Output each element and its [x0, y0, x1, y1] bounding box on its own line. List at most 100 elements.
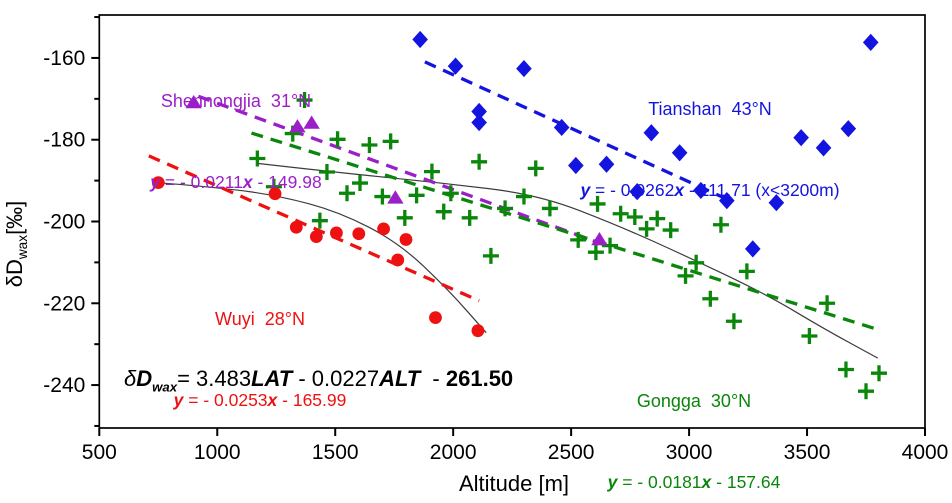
gongga-point	[527, 160, 544, 177]
wuyi-point	[352, 227, 366, 241]
tianshan-point	[719, 192, 735, 210]
gongga-point	[858, 383, 875, 400]
wuyi-point	[289, 220, 303, 234]
y-tick-label: -200	[43, 211, 85, 234]
tianshan-point	[568, 156, 584, 175]
gongga-point	[423, 163, 440, 180]
x-tick-label: 3000	[666, 441, 713, 464]
gongga-point	[626, 209, 643, 226]
tianshan-point	[412, 30, 428, 49]
shennongjia-trendline	[197, 94, 610, 249]
series-shennongjia	[185, 95, 608, 246]
shennongjia-series-label: Shennongjia 31°N	[160, 91, 312, 111]
x-tick-label: 3500	[784, 441, 831, 464]
gongga-point	[497, 200, 514, 217]
overall-regression-equation: δDwax= 3.483LAT - 0.0227ALT - 261.50	[124, 366, 514, 395]
wuyi-point	[399, 233, 413, 246]
gongga-point	[602, 237, 619, 254]
x-tick-label: 4000	[902, 441, 949, 464]
gongga-point	[471, 153, 488, 170]
gongga-point	[351, 175, 368, 192]
gongga-point	[638, 220, 655, 237]
tianshan-point	[447, 57, 464, 75]
gongga-series-label: Gongga 30°N	[636, 391, 752, 411]
gongga-point	[688, 254, 705, 271]
tianshan-trendline	[424, 60, 733, 203]
gongga-point	[408, 187, 425, 204]
gongga-point	[374, 188, 391, 205]
gongga-point	[435, 203, 452, 220]
gongga-point	[702, 290, 719, 307]
y-axis: -160 -180 -200 -220 -240	[43, 16, 100, 427]
shennongjia-point	[303, 115, 320, 129]
y-axis-label: δDwax[‰]	[1, 200, 31, 288]
x-axis-label: Altitude [m]	[458, 471, 570, 496]
tianshan-regression-equation: y = - 0.0262x - 111.71 (x<3200m)	[580, 180, 840, 200]
gongga-point	[382, 133, 399, 150]
tianshan-point	[598, 155, 615, 173]
tianshan-annotation: Tianshan 43°N y = - 0.0262x - 111.71 (x<…	[580, 42, 839, 258]
gongga-point	[249, 150, 266, 167]
gongga-point	[318, 164, 335, 181]
gongga-point	[361, 137, 378, 154]
shennongjia-point	[591, 231, 608, 246]
gongga-regression-equation: y = - 0.0181x - 157.64	[607, 472, 781, 492]
wuyi-point	[329, 226, 343, 240]
wuyi-point	[429, 311, 442, 324]
wuyi-series-label: Wuyi 28°N	[215, 309, 305, 329]
series-wuyi	[151, 176, 485, 338]
x-tick-label: 500	[82, 441, 117, 464]
series-gongga	[249, 92, 887, 400]
x-tick-label: 2500	[548, 441, 595, 464]
gongga-point	[396, 209, 413, 226]
tianshan-point	[693, 181, 709, 200]
x-tick-label: 1500	[312, 441, 359, 464]
gongga-point	[515, 188, 532, 205]
gongga-point	[311, 212, 328, 229]
shennongjia-point	[289, 119, 306, 133]
gongga-point	[801, 327, 818, 344]
y-tick-label: -160	[43, 47, 85, 70]
gongga-point	[819, 295, 836, 312]
tianshan-point	[793, 129, 809, 147]
tianshan-point	[840, 120, 857, 138]
gongga-point	[649, 210, 666, 227]
gongga-point	[461, 209, 478, 226]
gongga-annotation: Gongga 30°N y = - 0.0181x - 157.64	[608, 334, 781, 503]
gongga-point	[725, 313, 742, 330]
wuyi-annotation: Wuyi 28°N y = - 0.0253x - 165.99	[174, 252, 347, 468]
gongga-point	[541, 200, 558, 217]
gongga-point	[870, 365, 887, 382]
tianshan-point	[629, 183, 645, 201]
shennongjia-regression-equation: y = - 0.0211x - 149.98	[150, 172, 322, 192]
x-tick-label: 2000	[430, 441, 477, 464]
wuyi-point	[268, 187, 282, 201]
shennongjia-point	[387, 190, 404, 204]
tianshan-point	[815, 139, 832, 157]
tianshan-point	[643, 124, 660, 142]
gongga-point	[837, 361, 854, 378]
gongga-point	[712, 216, 729, 233]
gongga-trendline	[250, 131, 876, 331]
gongga-point	[570, 231, 587, 248]
gongga-point	[296, 92, 313, 109]
tianshan-point	[768, 194, 785, 212]
tianshan-series-label: Tianshan 43°N	[648, 99, 772, 119]
gongga-point	[339, 185, 356, 202]
shennongjia-annotation: Shennongjia 31°N y = - 0.0211x - 149.98	[150, 34, 321, 250]
y-tick-label: -220	[43, 292, 85, 315]
gongga-point	[589, 195, 606, 212]
tianshan-point	[671, 144, 688, 162]
tianshan-point	[471, 113, 487, 132]
wuyi-trendline	[148, 154, 480, 303]
gongga-point	[738, 263, 755, 280]
x-axis: 500 1000 1500 2000 2500 3000 3500 4000	[82, 428, 949, 464]
wuyi-regression-equation: y = - 0.0253x - 165.99	[173, 390, 347, 410]
gongga-point	[329, 131, 346, 148]
tianshan-point	[516, 59, 532, 78]
series-tianshan	[412, 30, 879, 258]
wuyi-point	[391, 253, 405, 267]
wuyi-polynomial-fit-curve	[158, 182, 487, 334]
